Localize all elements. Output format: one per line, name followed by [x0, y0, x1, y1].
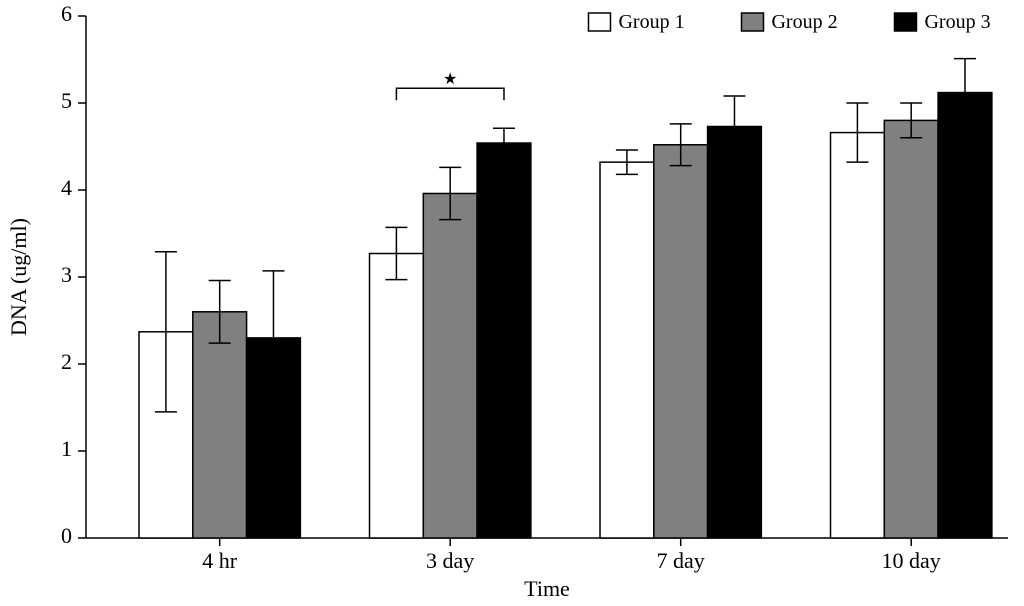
svg-text:4: 4 [61, 175, 72, 200]
bar [193, 312, 247, 538]
legend-label: Group 1 [618, 11, 684, 33]
svg-text:7 day: 7 day [657, 548, 705, 573]
bar [831, 133, 885, 538]
svg-text:2: 2 [61, 349, 72, 374]
bar [477, 143, 531, 538]
svg-text:5: 5 [61, 88, 72, 113]
bar [708, 126, 762, 538]
dna-bar-chart: 0 1 2 3 4 5 6 DNA (ug/ml) 4 hr 3 day 7 day 10 day Ti… [0, 0, 1024, 606]
legend-swatch [741, 13, 763, 31]
bar [938, 93, 992, 538]
significance-bracket [396, 88, 504, 100]
bar [423, 193, 477, 538]
svg-text:1: 1 [61, 436, 72, 461]
svg-text:0: 0 [61, 523, 72, 548]
bar [654, 145, 708, 538]
svg-text:3 day: 3 day [426, 548, 474, 573]
svg-text:6: 6 [61, 1, 72, 26]
significance-star-icon: ★ [443, 71, 457, 88]
chart-svg: 0 1 2 3 4 5 6 DNA (ug/ml) 4 hr 3 day 7 day 10 day Ti… [0, 0, 1024, 606]
svg-text:3: 3 [61, 262, 72, 287]
legend-label: Group 2 [771, 11, 837, 33]
svg-text:DNA (ug/ml): DNA (ug/ml) [6, 218, 31, 336]
bar [370, 254, 424, 538]
legend-swatch [588, 13, 610, 31]
bar [600, 162, 654, 538]
svg-text:10 day: 10 day [882, 548, 941, 573]
legend-label: Group 3 [924, 11, 990, 33]
bar [884, 120, 938, 538]
svg-text:4 hr: 4 hr [202, 548, 238, 573]
svg-text:Time: Time [524, 576, 570, 601]
legend-swatch [894, 13, 916, 31]
